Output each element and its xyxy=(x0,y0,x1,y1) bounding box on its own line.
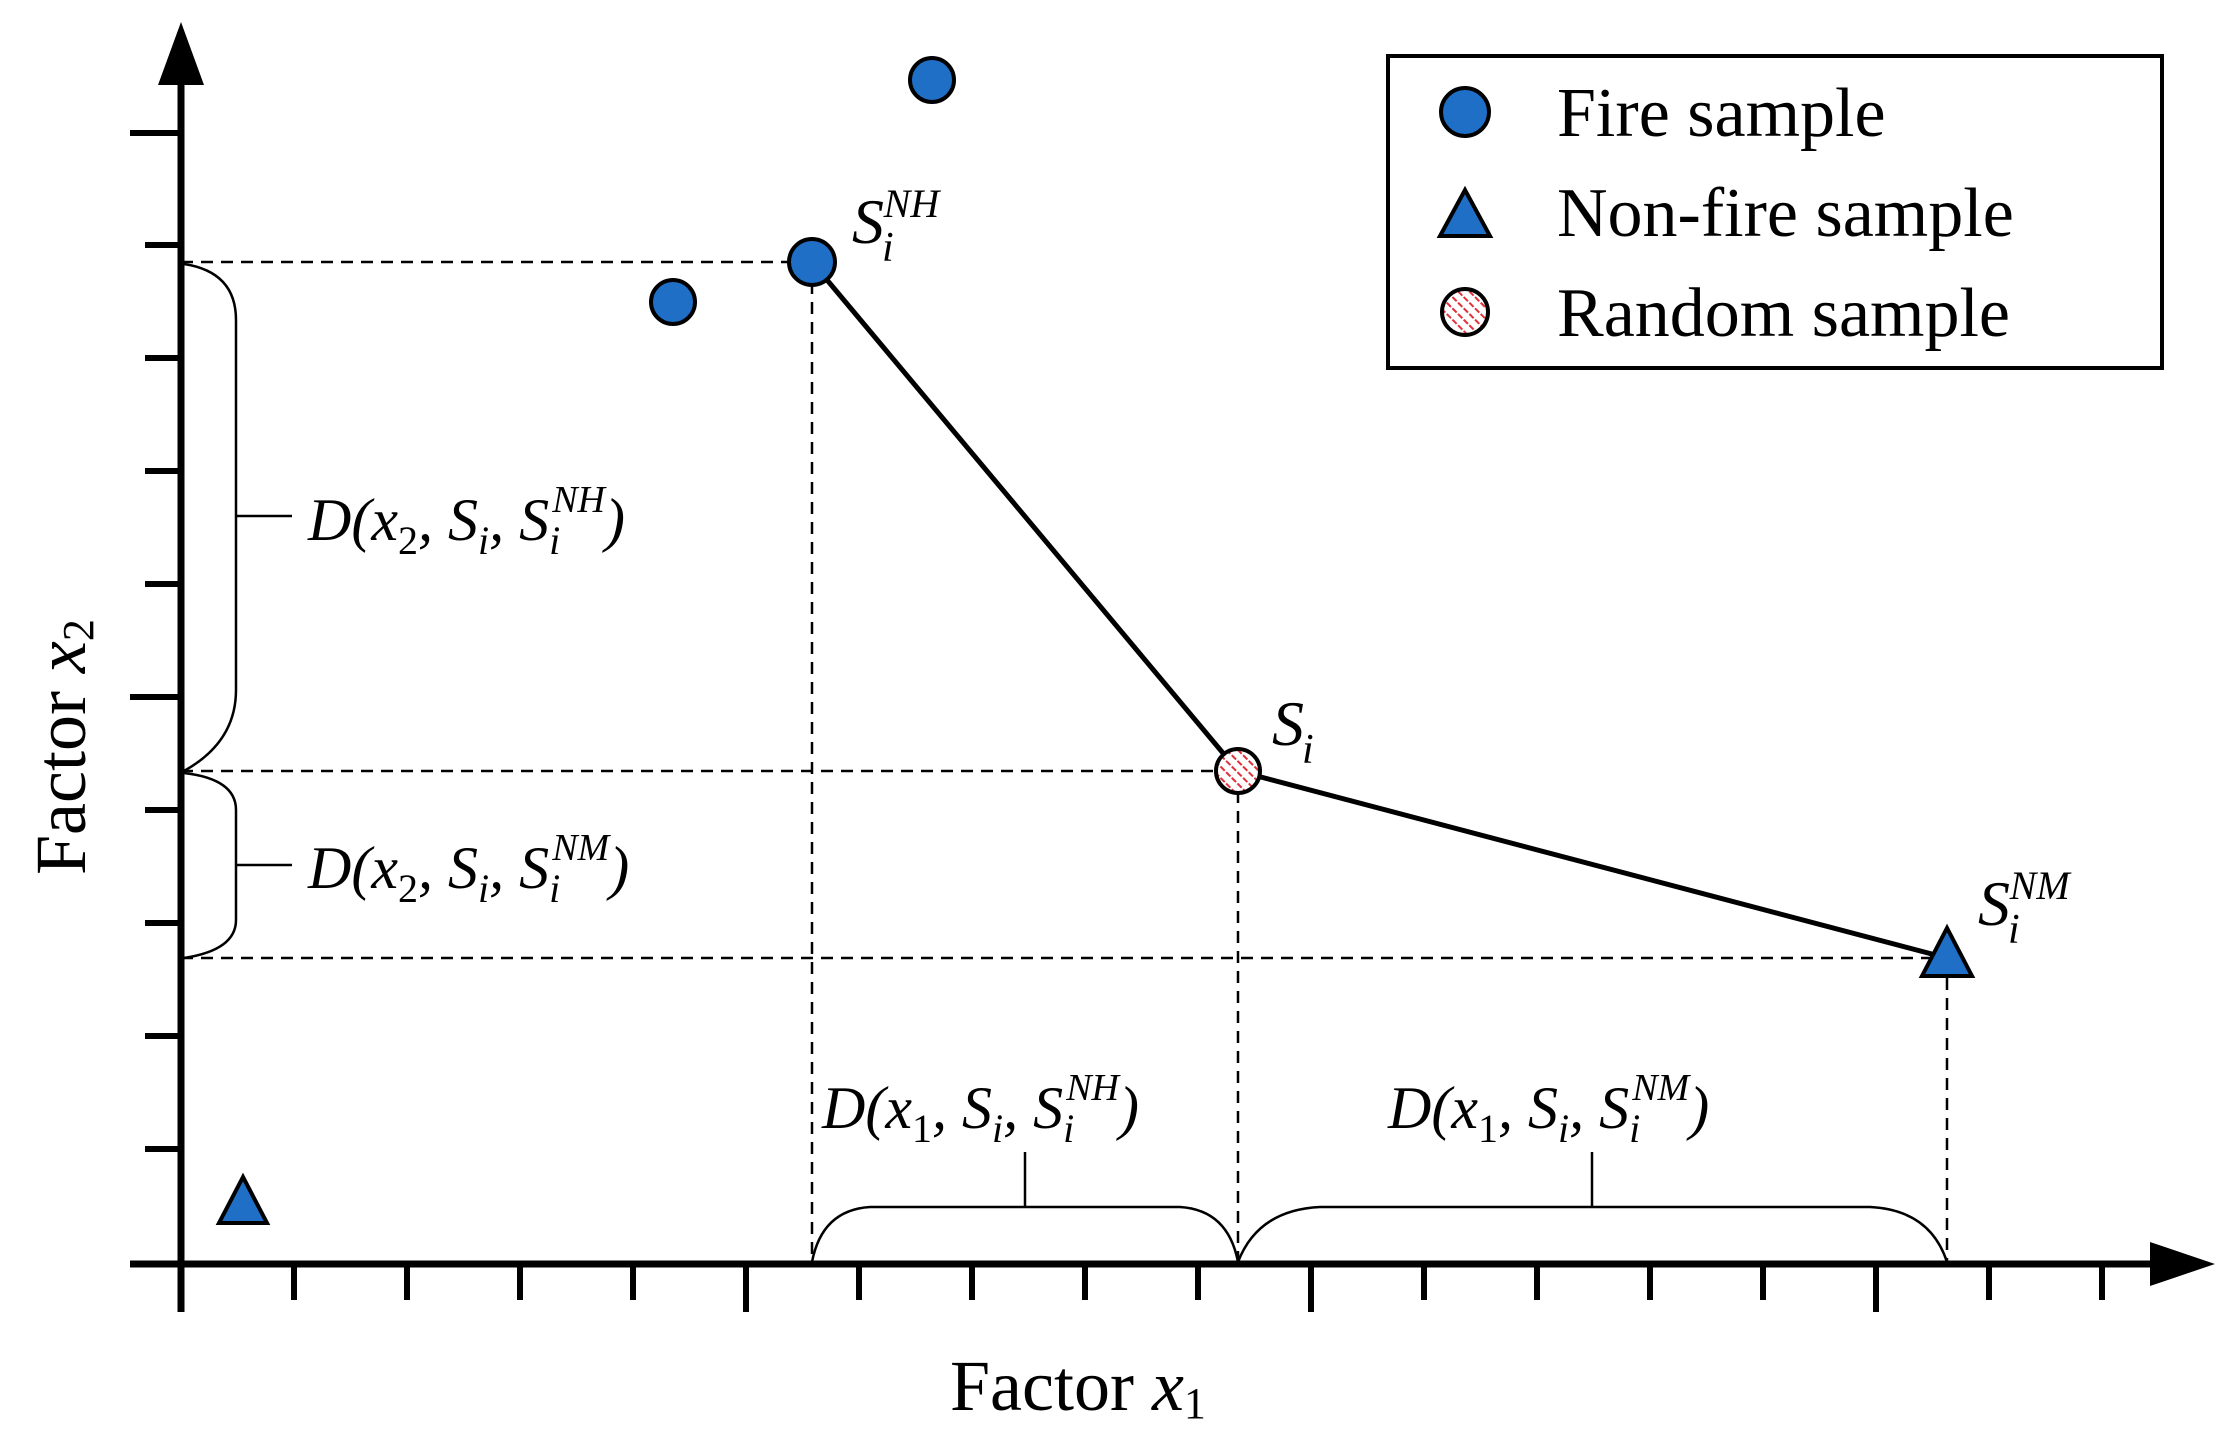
label-d-x1-nh: D(x1, Si, SiNH) xyxy=(821,1067,1139,1151)
legend-circle-icon xyxy=(1439,86,1491,138)
legend-triangle-icon xyxy=(1436,185,1494,238)
legend-label-non-fire: Non-fire sample xyxy=(1557,175,2014,252)
legend-label-fire: Fire sample xyxy=(1557,75,1886,152)
x-axis-arrow xyxy=(2150,1242,2215,1286)
fire-sample-point xyxy=(649,278,697,326)
label-d-x2-nh: D(x2, Si, SiNH) xyxy=(307,479,625,563)
fire-sample-point xyxy=(908,56,956,104)
guide-lines xyxy=(181,260,1949,1264)
fire-samples xyxy=(649,56,956,326)
brace-x1-nm xyxy=(1236,1205,1949,1263)
y-axis-title: Factor x2 xyxy=(21,619,103,875)
y-axis-arrow xyxy=(158,22,204,85)
brace-x2-nh xyxy=(183,262,238,773)
axes xyxy=(130,70,2170,1312)
connector-si-nm xyxy=(1237,768,1948,961)
brace-x1-nh xyxy=(810,1205,1240,1263)
braces xyxy=(183,262,1949,1263)
x-axis-ticks xyxy=(291,1264,2105,1312)
x-axis-title: Factor x1 xyxy=(950,1346,1206,1428)
legend-hatched-circle-icon xyxy=(1440,287,1490,337)
non-fire-samples xyxy=(215,923,1976,1225)
non-fire-sample-point-nm xyxy=(1918,923,1976,978)
label-s-i: Si xyxy=(1272,688,1314,773)
label-s-nm: SiNM xyxy=(1978,863,2072,953)
random-sample-point xyxy=(1214,747,1262,795)
brace-x2-nm xyxy=(183,771,238,960)
legend-label-random: Random sample xyxy=(1557,275,2010,352)
label-d-x2-nm: D(x2, Si, SiNM) xyxy=(307,827,629,911)
connector-lines xyxy=(810,260,1948,961)
non-fire-sample-point xyxy=(215,1172,271,1225)
fire-sample-point-nh xyxy=(787,237,837,287)
legend: Fire sample Non-fire sample Random sampl… xyxy=(1386,54,2164,370)
connector-nh-si xyxy=(810,260,1240,773)
label-d-x1-nm: D(x1, Si, SiNM) xyxy=(1387,1067,1709,1151)
legend-box xyxy=(1386,54,2164,370)
label-s-nh: SiNH xyxy=(852,181,941,271)
y-axis-ticks xyxy=(130,130,181,1152)
